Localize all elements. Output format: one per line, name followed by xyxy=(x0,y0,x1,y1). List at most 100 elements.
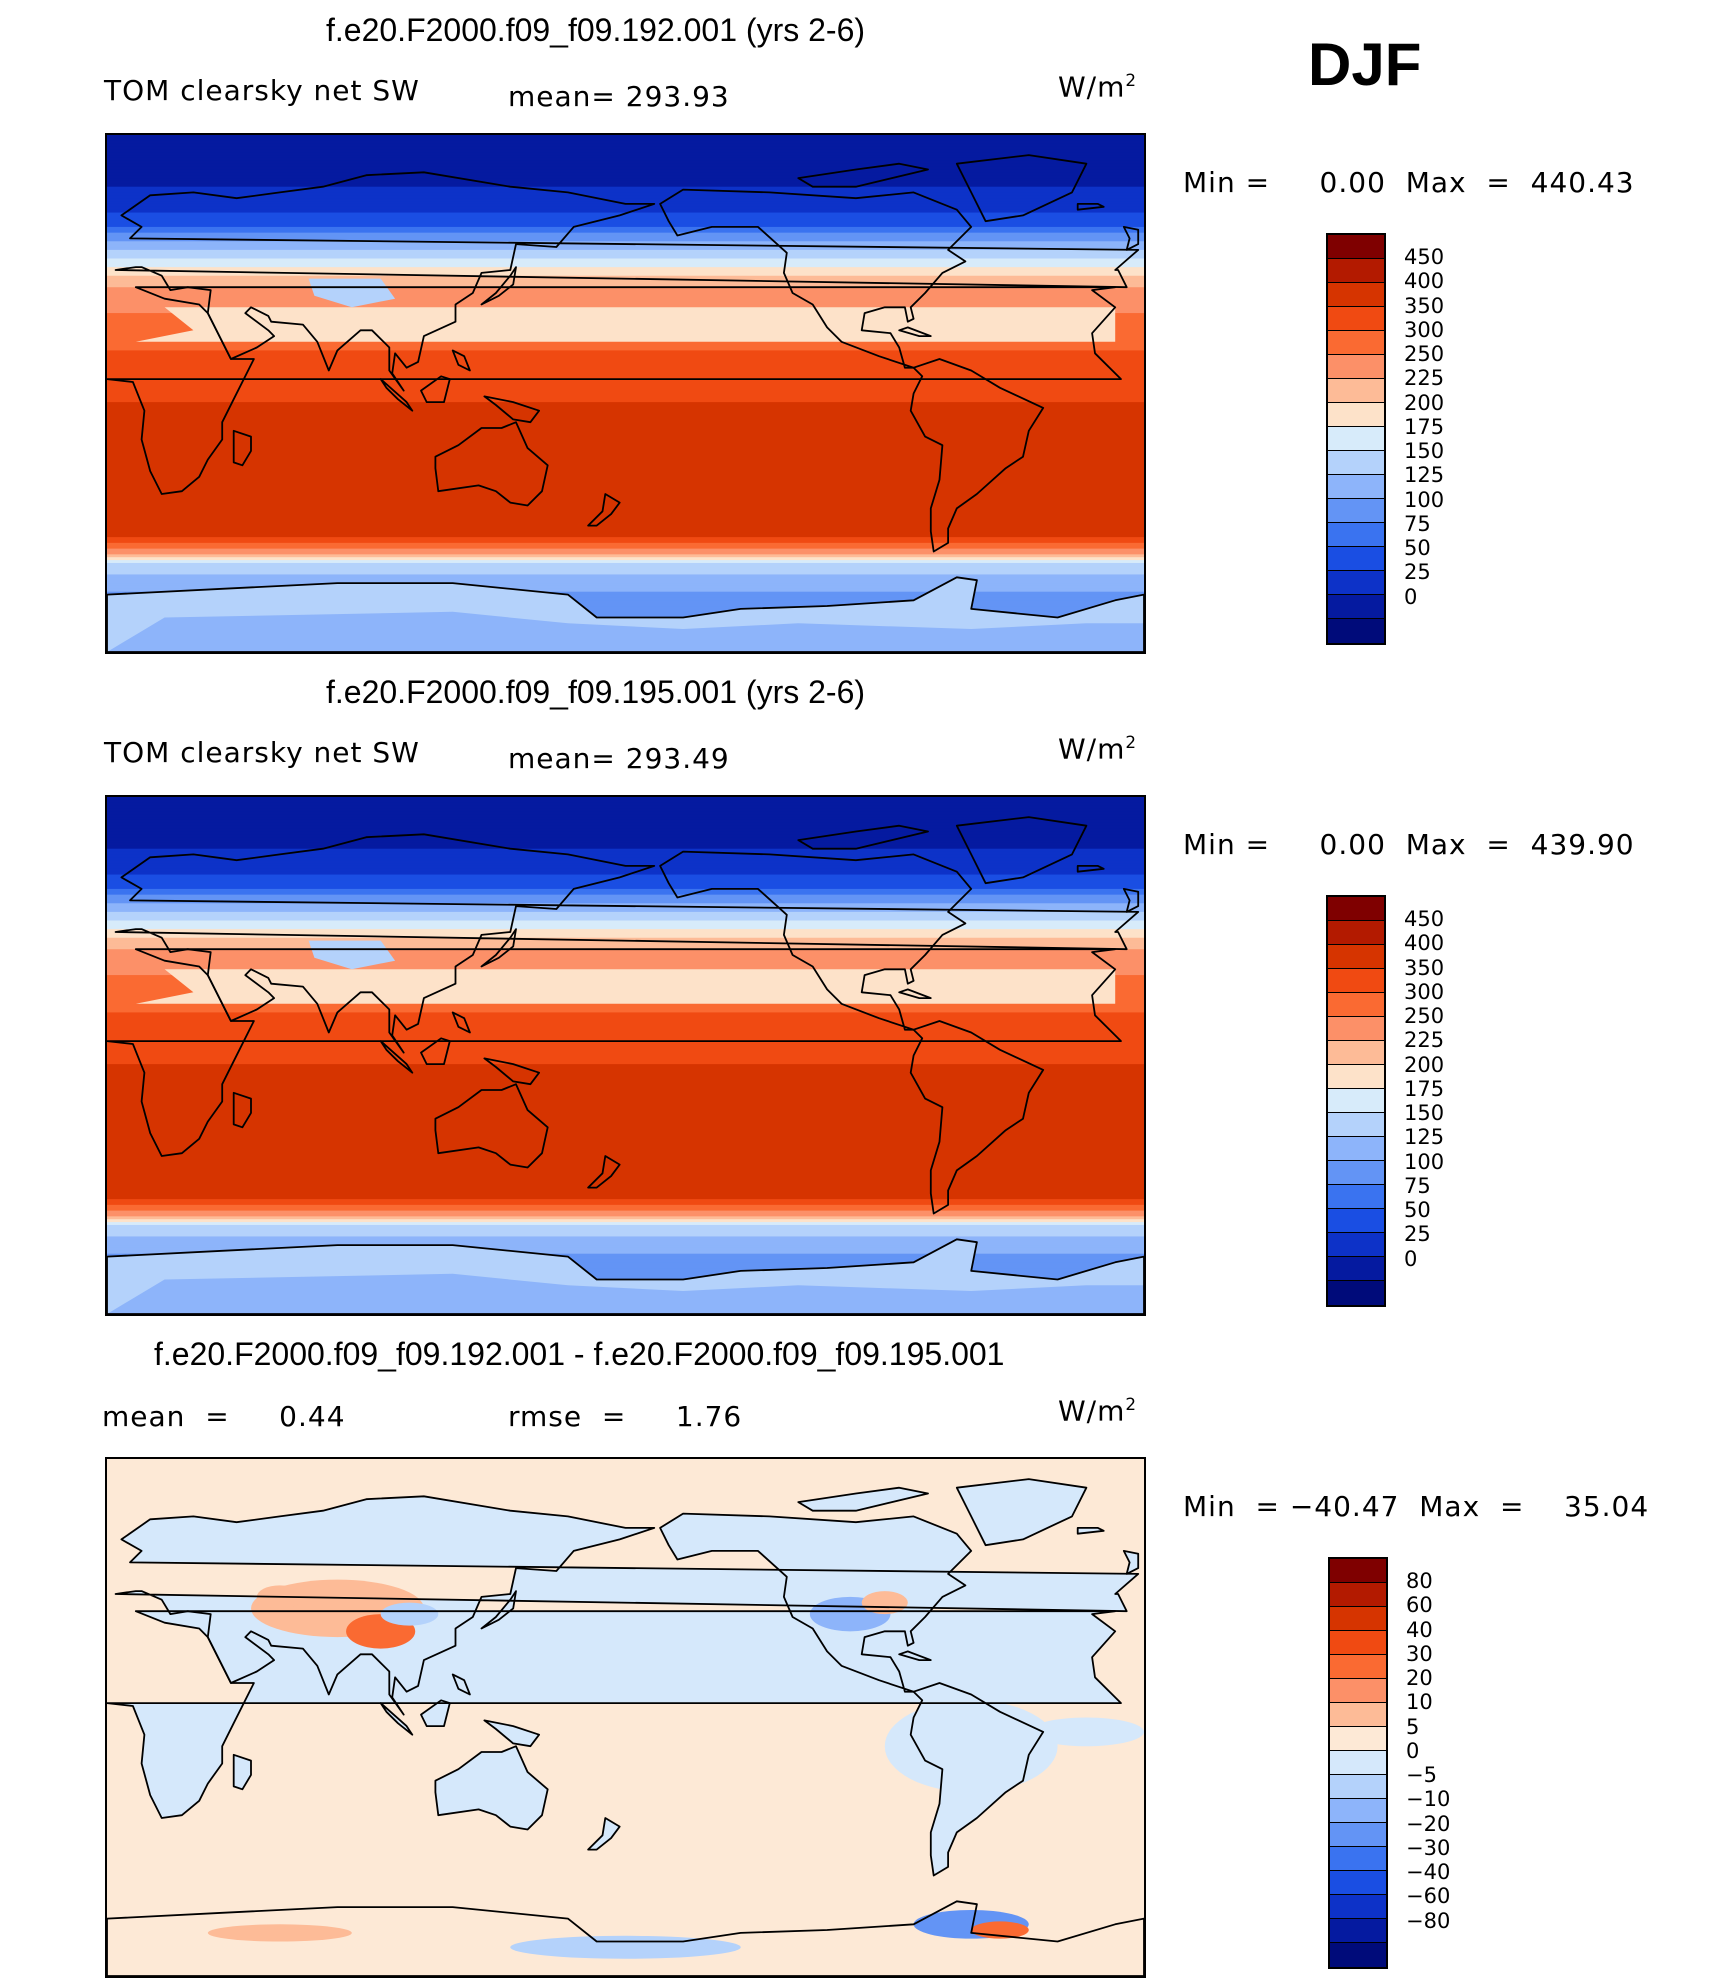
coastline xyxy=(107,286,1122,495)
field-band xyxy=(107,888,1144,893)
field-anomaly xyxy=(207,1924,352,1942)
coastline xyxy=(107,1238,1144,1314)
field-band xyxy=(107,1204,1144,1209)
field-band xyxy=(107,1133,1144,1137)
field-band xyxy=(107,456,1144,461)
colorbar-tick-label: 60 xyxy=(1406,1593,1433,1618)
field-band xyxy=(107,1144,1144,1149)
field-band xyxy=(107,290,1144,294)
colorbar-tick-label: 10 xyxy=(1406,1690,1433,1715)
coastline xyxy=(107,1900,1144,1976)
field-band xyxy=(107,545,1144,550)
colorbar-tick-label: 350 xyxy=(1404,293,1445,318)
field-band xyxy=(107,877,1144,881)
coastline xyxy=(434,1745,549,1831)
field-band xyxy=(107,606,1144,610)
field-band xyxy=(107,797,1144,801)
coastline xyxy=(955,154,1088,223)
field-band xyxy=(107,528,1144,532)
field-band xyxy=(107,946,1144,950)
coastline xyxy=(898,988,932,1000)
field-band xyxy=(107,943,1144,947)
panel-1-units: W/m2 xyxy=(1058,70,1138,104)
field-band xyxy=(107,287,1144,291)
coastline xyxy=(587,493,621,527)
field-band xyxy=(107,805,1144,810)
field-band xyxy=(107,817,1144,821)
field-band xyxy=(107,255,1144,260)
colorbar-swatch xyxy=(1330,1751,1386,1775)
field-band xyxy=(107,1199,1144,1203)
field-band xyxy=(107,178,1144,182)
colorbar-swatch xyxy=(1330,1679,1386,1703)
field-band xyxy=(107,353,1144,357)
field-band xyxy=(107,597,1144,601)
field-band xyxy=(107,1098,1144,1103)
colorbar-swatch xyxy=(1328,1089,1384,1113)
field-band xyxy=(107,407,1144,412)
field-band xyxy=(107,367,1144,372)
field-band xyxy=(107,442,1144,446)
coastline xyxy=(114,833,1140,1054)
colorbar-tick-label: 300 xyxy=(1404,317,1445,342)
field-band xyxy=(107,1015,1144,1019)
field-band xyxy=(107,1078,1144,1082)
field-band xyxy=(107,1135,1144,1140)
coastline xyxy=(379,1702,414,1736)
field-band xyxy=(107,848,1144,853)
field-band xyxy=(107,1072,1144,1077)
field-region xyxy=(588,1818,620,1850)
field-band xyxy=(107,949,1144,953)
colorbar-swatch xyxy=(1330,1655,1386,1679)
colorbar-swatch xyxy=(1328,427,1384,451)
field-band xyxy=(107,1049,1144,1054)
field-band xyxy=(107,1250,1144,1255)
field-band xyxy=(107,548,1144,553)
coastline xyxy=(797,824,929,850)
panel-2-map xyxy=(105,795,1146,1316)
field-band xyxy=(107,499,1144,504)
coastline xyxy=(434,421,549,507)
coastline xyxy=(420,375,451,404)
field-band xyxy=(107,473,1144,478)
field-band xyxy=(107,180,1144,185)
field-band xyxy=(107,370,1144,374)
field-band xyxy=(107,1239,1144,1243)
field-region xyxy=(421,1700,450,1727)
coastlines xyxy=(107,1478,1144,1976)
field-band xyxy=(107,387,1144,392)
field-band xyxy=(107,390,1144,395)
field-band xyxy=(107,825,1144,830)
field-band xyxy=(107,476,1144,481)
colorbar-swatch xyxy=(1328,1113,1384,1137)
colorbar-swatch xyxy=(1330,1895,1386,1919)
colorbar-swatch xyxy=(1328,259,1384,283)
colorbar-swatch xyxy=(1330,1631,1386,1655)
field-band xyxy=(107,241,1144,245)
colorbar-tick-label: 25 xyxy=(1404,560,1431,585)
field-band xyxy=(107,802,1144,807)
field-band xyxy=(107,531,1144,535)
field-band xyxy=(107,301,1144,306)
field-band xyxy=(107,811,1144,815)
field-band xyxy=(107,574,1144,578)
field-band xyxy=(107,1130,1144,1134)
field-band xyxy=(107,1018,1144,1022)
coastline xyxy=(909,1020,1045,1215)
field-band xyxy=(107,284,1144,288)
coastline xyxy=(659,1512,973,1693)
colorbar-swatch xyxy=(1330,1703,1386,1727)
field-band xyxy=(107,485,1144,489)
colorbar-swatch xyxy=(1330,1775,1386,1799)
colorbar-tick-label: 40 xyxy=(1406,1617,1433,1642)
field-band xyxy=(107,937,1144,942)
field-band xyxy=(107,1032,1144,1036)
field-band xyxy=(107,453,1144,458)
colorbar-swatch xyxy=(1328,571,1384,595)
colorbar-tick-label: 80 xyxy=(1406,1569,1433,1594)
field-band xyxy=(107,1273,1144,1278)
field-band xyxy=(107,1026,1144,1031)
coastline xyxy=(232,1091,252,1129)
field-band xyxy=(107,926,1144,930)
field-region xyxy=(798,1487,928,1511)
